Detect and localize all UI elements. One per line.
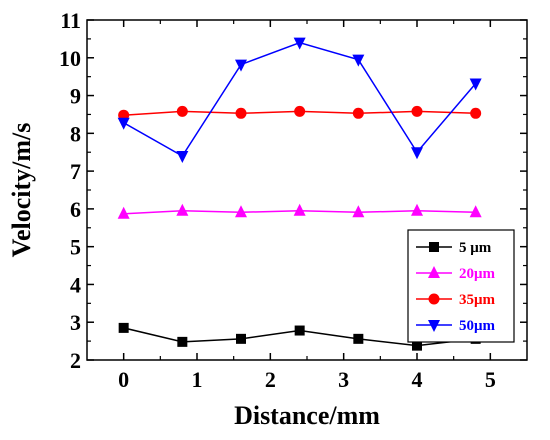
data-point xyxy=(353,333,364,344)
data-point xyxy=(176,151,189,163)
series-3 xyxy=(118,105,482,121)
data-point xyxy=(235,205,247,218)
data-point xyxy=(412,340,422,351)
data-point xyxy=(117,117,130,130)
data-point xyxy=(293,37,306,50)
x-tick-label: 0 xyxy=(118,367,129,392)
data-point xyxy=(235,107,247,119)
x-tick-label: 3 xyxy=(338,367,349,392)
legend-box xyxy=(407,229,515,343)
data-point xyxy=(469,78,482,91)
y-tick-label: 5 xyxy=(70,235,81,260)
x-axis-title: Distance/mm xyxy=(234,401,380,430)
y-tick-label: 11 xyxy=(60,8,81,33)
x-tick-label: 2 xyxy=(265,367,276,392)
series-line xyxy=(123,41,477,158)
y-tick-label: 4 xyxy=(70,272,81,297)
y-tick-label: 3 xyxy=(70,310,81,335)
y-tick-label: 9 xyxy=(70,84,81,109)
data-point xyxy=(117,206,130,219)
x-tick-label: 1 xyxy=(192,367,203,392)
data-point xyxy=(411,203,423,216)
data-point xyxy=(352,107,364,119)
data-point xyxy=(470,107,482,119)
data-point xyxy=(236,333,246,344)
legend-marker xyxy=(428,266,440,278)
data-point xyxy=(352,205,365,218)
legend-label: 50μm xyxy=(459,318,496,334)
legend-label: 5 μm xyxy=(459,240,492,256)
x-tick-label: 4 xyxy=(412,367,423,392)
data-point xyxy=(118,322,129,333)
y-axis-title: Velocity/m/s xyxy=(7,123,36,258)
legend-marker xyxy=(429,242,439,252)
y-tick-label: 7 xyxy=(70,159,81,184)
y-tick-label: 2 xyxy=(70,348,81,373)
data-point xyxy=(352,54,365,67)
data-point xyxy=(176,105,188,117)
data-point xyxy=(293,203,306,216)
data-point xyxy=(176,203,189,216)
data-point xyxy=(235,59,247,72)
y-tick-label: 6 xyxy=(70,197,81,222)
legend-marker xyxy=(428,320,440,332)
data-point xyxy=(294,325,305,336)
data-point xyxy=(177,336,188,347)
data-point xyxy=(411,105,423,117)
y-tick-label: 10 xyxy=(59,46,81,71)
data-point xyxy=(411,147,423,160)
series-4 xyxy=(117,37,482,163)
legend: 5 μm 20μm 35μm 50μm xyxy=(407,229,515,343)
x-tick-label: 5 xyxy=(485,367,496,392)
y-tick-label: 8 xyxy=(70,121,81,146)
legend-label: 20μm xyxy=(459,266,496,282)
axis-ticks: 0 1 2 3 4 5 2 3 4 5 6 7 8 9 10 11 xyxy=(59,8,527,392)
legend-label: 35μm xyxy=(459,292,496,308)
data-point xyxy=(469,205,482,218)
legend-marker xyxy=(428,293,440,305)
data-point xyxy=(294,105,306,117)
series-2 xyxy=(117,203,482,219)
